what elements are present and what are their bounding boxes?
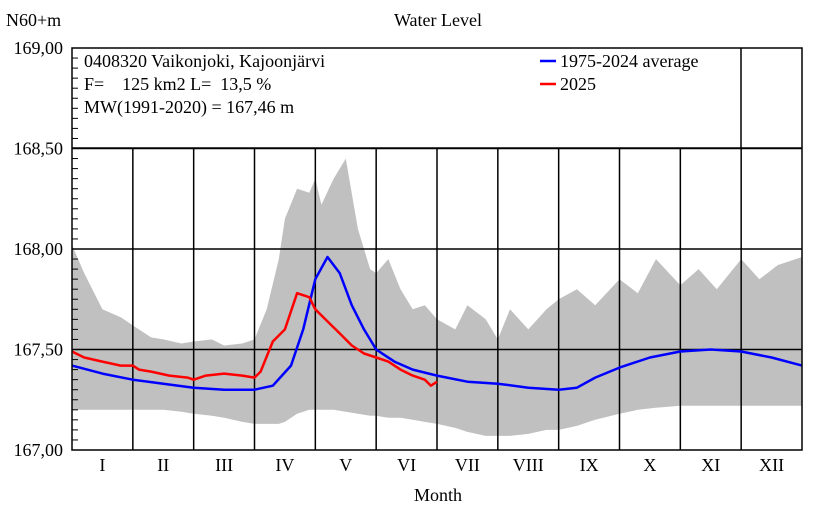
y-tick-label: 167,50 bbox=[14, 340, 64, 360]
mean-water-level: MW(1991-2020) = 167,46 m bbox=[84, 97, 294, 118]
month-label: IV bbox=[275, 455, 294, 475]
series-line-average bbox=[71, 255, 803, 391]
y-axis-label: N60+m bbox=[6, 10, 61, 30]
month-label: VI bbox=[397, 455, 416, 475]
y-tick-label: 167,00 bbox=[14, 440, 64, 460]
catchment-info: F= 125 km2 L= 13,5 % bbox=[84, 74, 271, 94]
month-label: IX bbox=[580, 455, 599, 475]
month-label: I bbox=[99, 455, 105, 475]
month-label: III bbox=[215, 455, 233, 475]
y-tick-label: 168,50 bbox=[14, 139, 64, 159]
month-label: VIII bbox=[513, 455, 544, 475]
station-name: 0408320 Vaikonjoki, Kajoonjärvi bbox=[84, 51, 325, 71]
month-label: VII bbox=[455, 455, 480, 475]
y-tick-label: 169,00 bbox=[14, 38, 64, 58]
legend-label-average: 1975-2024 average bbox=[560, 51, 698, 71]
y-tick-label: 168,00 bbox=[14, 239, 64, 259]
series-line-2025 bbox=[71, 291, 438, 387]
month-label: II bbox=[157, 455, 169, 475]
info-box bbox=[72, 48, 802, 148]
month-label: XI bbox=[701, 455, 720, 475]
month-label: XII bbox=[759, 455, 784, 475]
chart-title: Water Level bbox=[394, 10, 482, 30]
month-label: X bbox=[643, 455, 656, 475]
legend: 1975-2024 average 2025 bbox=[540, 51, 698, 94]
month-label: V bbox=[339, 455, 352, 475]
series-layer bbox=[71, 255, 803, 391]
legend-label-2025: 2025 bbox=[560, 74, 596, 94]
x-axis-label: Month bbox=[414, 485, 462, 505]
info-text: 0408320 Vaikonjoki, Kajoonjärvi F= 125 k… bbox=[84, 51, 325, 118]
